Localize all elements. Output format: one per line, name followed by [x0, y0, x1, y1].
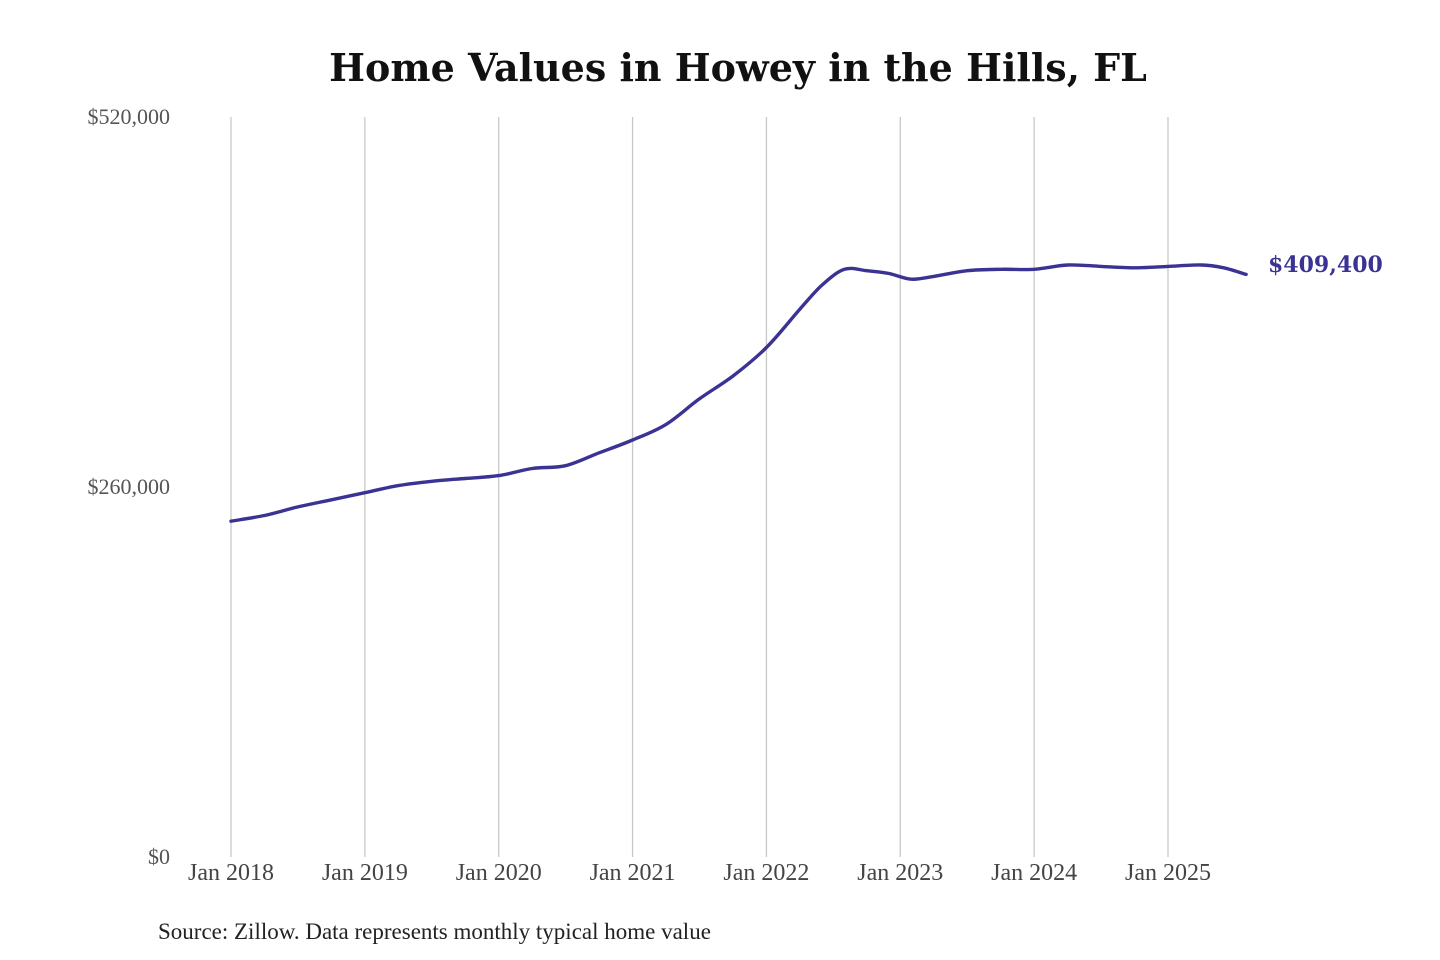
x-tick-label: Jan 2022	[723, 860, 809, 886]
x-tick-label: Jan 2024	[991, 860, 1077, 886]
source-note: Source: Zillow. Data represents monthly …	[158, 919, 711, 944]
x-tick-label: Jan 2020	[456, 860, 542, 886]
x-axis-ticks: Jan 2018 Jan 2019 Jan 2020 Jan 2021 Jan 2022…	[188, 860, 1211, 886]
x-tick-label: Jan 2018	[188, 860, 274, 886]
end-value-label: $409,400	[1268, 252, 1383, 278]
home-value-line	[229, 263, 1248, 523]
x-tick-label: Jan 2019	[322, 860, 408, 886]
y-tick-label: $520,000	[88, 104, 171, 129]
y-tick-label: $260,000	[88, 474, 171, 499]
x-tick-label: Jan 2023	[857, 860, 943, 886]
x-tick-label: Jan 2021	[590, 860, 676, 886]
chart-title: Home Values in Howey in the Hills, FL	[329, 45, 1147, 90]
series-layer	[229, 263, 1248, 523]
gridlines	[230, 117, 1169, 857]
x-tick-label: Jan 2025	[1125, 860, 1211, 886]
y-axis-ticks: $0 $260,000 $520,000	[88, 104, 171, 869]
y-tick-label: $0	[148, 844, 170, 869]
